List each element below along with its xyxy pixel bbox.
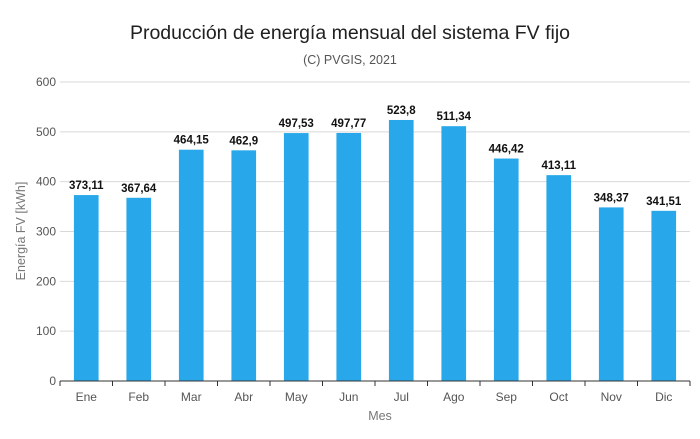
x-tick-label: Ene xyxy=(76,390,98,404)
data-label: 341,51 xyxy=(646,196,682,208)
bars xyxy=(73,119,677,382)
x-tick-label: Abr xyxy=(234,390,253,404)
x-axis-label: Mes xyxy=(368,409,392,423)
y-tick-label: 100 xyxy=(36,324,56,338)
y-axis-label: Energía FV [kWh] xyxy=(14,182,28,281)
y-tick-labels: 0 100 200 300 400 500 600 xyxy=(36,75,56,388)
x-tick-label: Ago xyxy=(443,390,465,404)
bar xyxy=(73,195,99,381)
bar xyxy=(493,158,519,381)
data-label: 462,9 xyxy=(229,135,258,147)
y-tick-label: 300 xyxy=(36,225,56,239)
bar xyxy=(336,132,362,381)
axes xyxy=(59,380,691,386)
bar xyxy=(231,150,257,381)
x-tick-label: Jun xyxy=(339,390,358,404)
bar xyxy=(651,210,677,381)
chart-title: Producción de energía mensual del sistem… xyxy=(129,22,571,44)
x-tick-label: Feb xyxy=(128,390,149,404)
bar xyxy=(441,126,467,381)
y-tick-label: 400 xyxy=(36,175,56,189)
data-label: 497,53 xyxy=(279,118,314,130)
bar xyxy=(598,207,624,381)
x-tick-label: Mar xyxy=(181,390,202,404)
x-tick-labels: Ene Feb Mar Abr May Jun Jul Ago Sep Oct Nov Dic xyxy=(76,390,673,404)
bar xyxy=(126,197,152,381)
data-label: 523,8 xyxy=(387,105,416,117)
data-label: 497,77 xyxy=(331,118,366,130)
data-label: 348,37 xyxy=(594,192,629,204)
y-tick-label: 500 xyxy=(36,125,56,139)
chart-subtitle: (C) PVGIS, 2021 xyxy=(303,53,397,67)
data-label: 464,15 xyxy=(174,135,210,147)
x-tick-label: Jul xyxy=(394,390,409,404)
data-label: 413,11 xyxy=(541,160,576,172)
data-label: 511,34 xyxy=(436,111,471,123)
x-tick-label: Oct xyxy=(549,390,568,404)
data-labels: 373,11 367,64 464,15 462,9 497,53 497,77 523,8… xyxy=(69,105,682,208)
x-tick-label: Dic xyxy=(655,390,672,404)
gridlines xyxy=(60,81,690,332)
data-label: 373,11 xyxy=(69,180,104,192)
x-tick-label: Nov xyxy=(601,390,622,404)
x-tick-label: Sep xyxy=(496,390,518,404)
x-tick-label: May xyxy=(285,390,308,404)
bar xyxy=(388,119,414,382)
bar xyxy=(546,175,572,381)
data-label: 367,64 xyxy=(121,183,157,195)
bar xyxy=(178,149,204,381)
bar xyxy=(283,133,309,381)
y-tick-label: 600 xyxy=(36,75,56,89)
data-label: 446,42 xyxy=(489,144,524,156)
y-tick-label: 200 xyxy=(36,274,56,288)
y-tick-label: 0 xyxy=(49,374,56,388)
